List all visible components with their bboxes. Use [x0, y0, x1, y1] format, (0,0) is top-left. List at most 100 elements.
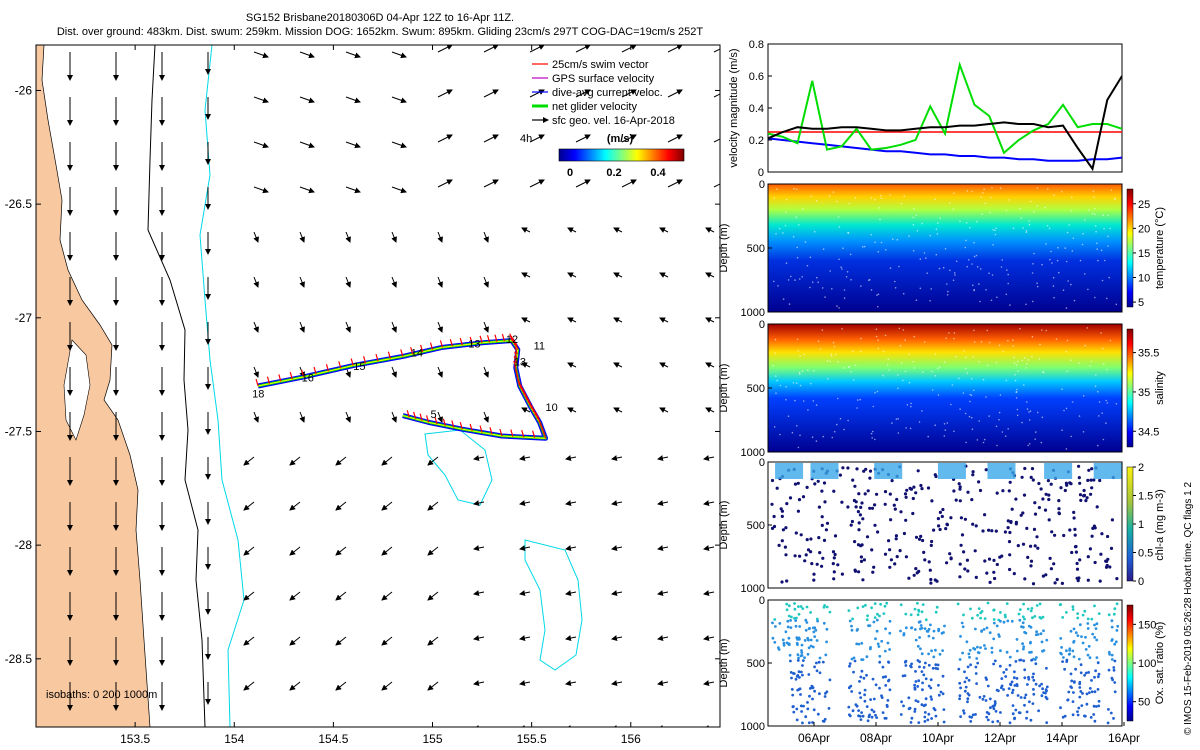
profile-sample — [831, 288, 833, 290]
profile-sample — [998, 664, 1002, 668]
profile-sample — [1077, 657, 1081, 661]
profile-sample — [973, 255, 976, 258]
profile-sample — [1086, 578, 1090, 582]
profile-sample — [902, 329, 905, 331]
profile-sample — [1110, 625, 1114, 629]
profile-sample — [843, 289, 846, 291]
profile-sample — [837, 360, 839, 363]
profile-sample — [785, 502, 789, 506]
current-vector — [299, 186, 315, 194]
profile-sample — [958, 694, 962, 698]
profile-sample — [794, 619, 798, 622]
profile-sample — [1031, 702, 1035, 705]
profile-sample — [793, 554, 797, 558]
profile-sample — [950, 403, 952, 406]
profile-sample — [1060, 646, 1063, 649]
profile-sample — [893, 507, 897, 511]
profile-sample — [868, 713, 871, 717]
profile-sample — [815, 199, 818, 202]
profile-sample — [1010, 680, 1014, 684]
profile-sample — [1093, 719, 1097, 723]
profile-sample — [924, 661, 927, 665]
profile-sample — [1047, 518, 1051, 522]
profile-sample — [972, 647, 975, 650]
profile-sample — [1071, 605, 1075, 609]
profile-sample — [876, 612, 879, 616]
profile-sample — [983, 513, 987, 517]
track-day-label: 18 — [252, 388, 264, 400]
profile-sample — [1115, 303, 1118, 306]
profile-sample — [975, 657, 979, 660]
profile-sample — [1050, 530, 1054, 534]
profile-sample — [1107, 245, 1109, 247]
profile-sample — [884, 627, 887, 631]
profile-sample — [1105, 399, 1107, 402]
profile-sample — [937, 683, 940, 687]
profile-sample — [897, 418, 899, 420]
swim-vector — [266, 376, 271, 384]
current-vector — [613, 407, 623, 413]
current-vector — [345, 186, 361, 194]
profile-sample — [934, 353, 937, 355]
date-tick-label: 12Apr — [984, 731, 1016, 745]
profile-sample — [1056, 259, 1059, 262]
profile-sample — [1013, 670, 1016, 674]
profile-sample — [1015, 638, 1019, 641]
profile-sample — [1088, 687, 1092, 690]
profile-sample — [864, 603, 867, 607]
profile-sample — [781, 528, 786, 532]
profile-sample — [799, 605, 803, 608]
current-vector — [437, 45, 453, 53]
current-vector — [659, 227, 669, 233]
track-day-label: 10 — [546, 402, 558, 414]
swim-vector — [510, 335, 514, 343]
profile-sample — [802, 400, 805, 402]
profile-sample — [807, 673, 811, 676]
profile-sample — [801, 659, 805, 662]
current-vector — [565, 590, 577, 596]
track-day-label: 11 — [534, 341, 545, 353]
temperature-panel — [767, 183, 1123, 313]
profile-sample — [955, 355, 958, 358]
profile-sample — [1096, 675, 1100, 679]
profile-sample — [1032, 263, 1034, 265]
profile-sample — [1023, 668, 1027, 672]
profile-sample — [1112, 717, 1115, 720]
profile-sample — [885, 705, 889, 708]
profile-sample — [1072, 691, 1075, 694]
profile-sample — [787, 636, 791, 640]
profile-sample — [1048, 227, 1051, 230]
profile-sample — [1038, 616, 1042, 619]
profile-sample — [877, 250, 880, 253]
profile-sample — [865, 705, 869, 708]
profile-sample — [857, 399, 859, 401]
profile-sample — [819, 348, 822, 350]
profile-sample — [1008, 663, 1012, 667]
profile-sample — [806, 701, 809, 704]
legend-label: sfc geo. vel. 16-Apr-2018 — [552, 115, 675, 127]
profile-sample — [1052, 276, 1055, 279]
current-vector — [613, 227, 623, 233]
profile-sample — [798, 371, 801, 374]
profile-sample — [987, 528, 991, 532]
profile-sample — [1015, 684, 1019, 688]
profile-sample — [927, 684, 931, 688]
profile-sample — [1006, 526, 1010, 530]
profile-sample — [804, 628, 808, 632]
profile-sample — [939, 217, 941, 219]
profile-sample — [998, 344, 1001, 347]
current-vector — [253, 141, 269, 149]
profile-sample — [966, 265, 968, 268]
profile-sample — [801, 607, 805, 610]
profile-sample — [1067, 280, 1069, 282]
profile-sample — [1044, 573, 1048, 577]
profile-sample — [989, 706, 992, 710]
profile-sample — [1079, 690, 1083, 693]
profile-sample — [830, 355, 833, 358]
profile-sample — [934, 424, 936, 427]
profile-sample — [1115, 577, 1119, 581]
current-vector — [519, 500, 531, 506]
swim-vector — [469, 423, 473, 432]
profile-sample — [784, 553, 788, 557]
profile-sample — [1090, 617, 1094, 621]
